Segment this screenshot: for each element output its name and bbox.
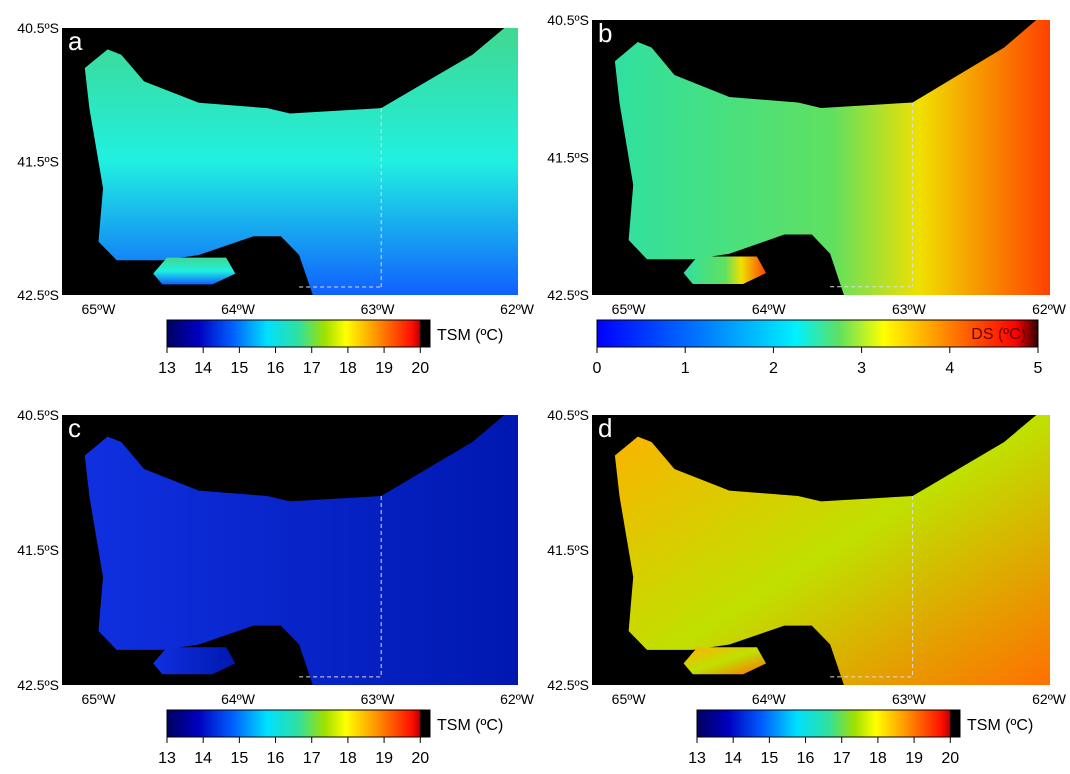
colorbar-tick-label: 20	[411, 360, 429, 377]
colorbar-tick-label: 20	[411, 750, 429, 767]
colorbar-tick-label: 13	[158, 750, 176, 767]
colorbar-tick-label: 19	[375, 360, 393, 377]
colorbar-tick-label: 15	[230, 750, 248, 767]
colorbar-tick-label: 14	[724, 750, 742, 767]
lat-label: 42.5ºS	[547, 287, 589, 303]
figure: a40.5ºS41.5ºS42.5ºS65ºW64ºW63ºW62ºW13141…	[0, 0, 1070, 769]
lat-label: 41.5ºS	[17, 154, 59, 170]
colorbar-tick-label: 18	[339, 360, 357, 377]
colorbar-tick-label: 16	[267, 750, 285, 767]
colorbar-tick-label: 1	[681, 360, 690, 377]
colorbar-tick-label: 20	[941, 750, 959, 767]
colorbar-tick-label: 15	[760, 750, 778, 767]
colorbar-tick-label: 19	[905, 750, 923, 767]
lon-label: 65ºW	[612, 301, 647, 317]
lon-label: 64ºW	[221, 301, 256, 317]
colorbar	[167, 710, 430, 737]
colorbar	[697, 710, 960, 737]
lat-label: 41.5ºS	[547, 150, 589, 166]
lat-label: 41.5ºS	[17, 542, 59, 558]
colorbar-tick-label: 0	[593, 360, 602, 377]
colorbar-tick-label: 2	[769, 360, 778, 377]
panel-letter: c	[68, 413, 81, 443]
colorbar-label: TSM (ºC)	[437, 327, 503, 344]
lat-label: 41.5ºS	[547, 542, 589, 558]
lat-label: 42.5ºS	[17, 287, 59, 303]
colorbar-tick-label: 14	[194, 750, 212, 767]
colorbar-tick-label: 13	[688, 750, 706, 767]
lon-label: 62ºW	[500, 301, 535, 317]
colorbar-tick-label: 15	[230, 360, 248, 377]
lon-label: 64ºW	[752, 301, 787, 317]
colorbar-tick-label: 14	[194, 360, 212, 377]
lon-label: 65ºW	[82, 691, 117, 707]
lon-label: 62ºW	[1032, 691, 1067, 707]
colorbar-tick-label: 5	[1034, 360, 1043, 377]
lon-label: 64ºW	[221, 691, 256, 707]
lat-label: 40.5ºS	[17, 20, 59, 36]
lon-label: 65ºW	[612, 691, 647, 707]
colorbar-tick-label: 3	[857, 360, 866, 377]
lon-label: 63ºW	[892, 691, 927, 707]
colorbar-label: TSM (ºC)	[437, 717, 503, 734]
colorbar-tick-label: 13	[158, 360, 176, 377]
lon-label: 64ºW	[752, 691, 787, 707]
lat-label: 40.5ºS	[547, 12, 589, 28]
colorbar	[167, 320, 430, 347]
colorbar-tick-label: 4	[945, 360, 954, 377]
colorbar-tick-label: 17	[833, 750, 851, 767]
lon-label: 65ºW	[82, 301, 117, 317]
colorbar-tick-label: 17	[303, 360, 321, 377]
lat-label: 40.5ºS	[17, 407, 59, 423]
lon-label: 63ºW	[361, 691, 396, 707]
lat-label: 40.5ºS	[547, 407, 589, 423]
colorbar-tick-label: 18	[339, 750, 357, 767]
colorbar-label: DS (ºC)	[971, 326, 1026, 343]
colorbar-label: TSM (ºC)	[967, 717, 1033, 734]
colorbar-tick-label: 18	[869, 750, 887, 767]
lat-label: 42.5ºS	[17, 677, 59, 693]
colorbar-tick-label: 17	[303, 750, 321, 767]
colorbar-tick-label: 16	[797, 750, 815, 767]
panel-letter: b	[598, 18, 612, 48]
lon-label: 63ºW	[361, 301, 396, 317]
colorbar-tick-label: 19	[375, 750, 393, 767]
lat-label: 42.5ºS	[547, 677, 589, 693]
lon-label: 62ºW	[500, 691, 535, 707]
panel-letter: a	[68, 26, 83, 56]
colorbar-tick-label: 16	[267, 360, 285, 377]
panel-letter: d	[598, 413, 612, 443]
lon-label: 63ºW	[892, 301, 927, 317]
lon-label: 62ºW	[1032, 301, 1067, 317]
